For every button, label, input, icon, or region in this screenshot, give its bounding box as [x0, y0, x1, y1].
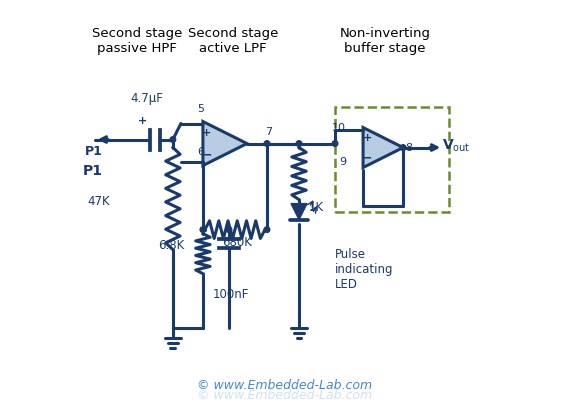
Text: 5: 5 — [197, 104, 205, 115]
Text: 100nF: 100nF — [213, 288, 249, 301]
Text: 10: 10 — [332, 123, 346, 132]
Circle shape — [200, 227, 206, 232]
Text: V$_{\rm out}$: V$_{\rm out}$ — [442, 137, 471, 154]
Text: © www.Embedded-Lab.com: © www.Embedded-Lab.com — [197, 379, 373, 392]
Text: +: + — [137, 115, 146, 126]
Text: Non-inverting
buffer stage: Non-inverting buffer stage — [340, 28, 430, 55]
Circle shape — [264, 227, 270, 232]
Text: P1: P1 — [85, 145, 103, 158]
Circle shape — [332, 141, 338, 146]
Text: 9: 9 — [340, 157, 347, 166]
Text: 6.8K: 6.8K — [158, 239, 184, 252]
Circle shape — [400, 145, 406, 150]
Text: 7: 7 — [265, 126, 272, 136]
Circle shape — [264, 141, 270, 146]
Circle shape — [170, 137, 176, 142]
Text: +: + — [202, 128, 211, 138]
Text: 8: 8 — [405, 143, 412, 153]
Text: Second stage
active LPF: Second stage active LPF — [188, 28, 278, 55]
Text: 47K: 47K — [87, 195, 110, 208]
Circle shape — [296, 141, 302, 146]
Polygon shape — [363, 128, 403, 168]
Text: 6: 6 — [197, 147, 205, 157]
Text: © www.Embedded-Lab.com: © www.Embedded-Lab.com — [197, 389, 373, 402]
Text: Second stage
passive HPF: Second stage passive HPF — [92, 28, 182, 55]
Text: Pulse
indicating
LED: Pulse indicating LED — [335, 248, 393, 291]
Text: P1: P1 — [83, 164, 103, 177]
Text: 4.7μF: 4.7μF — [131, 92, 163, 105]
Text: +: + — [363, 132, 372, 143]
Polygon shape — [291, 204, 307, 220]
Text: 680K: 680K — [222, 236, 252, 249]
Text: 1K: 1K — [309, 201, 324, 214]
Polygon shape — [203, 122, 247, 166]
Circle shape — [226, 227, 232, 232]
Text: −: − — [362, 151, 372, 164]
Text: −: − — [202, 148, 212, 161]
